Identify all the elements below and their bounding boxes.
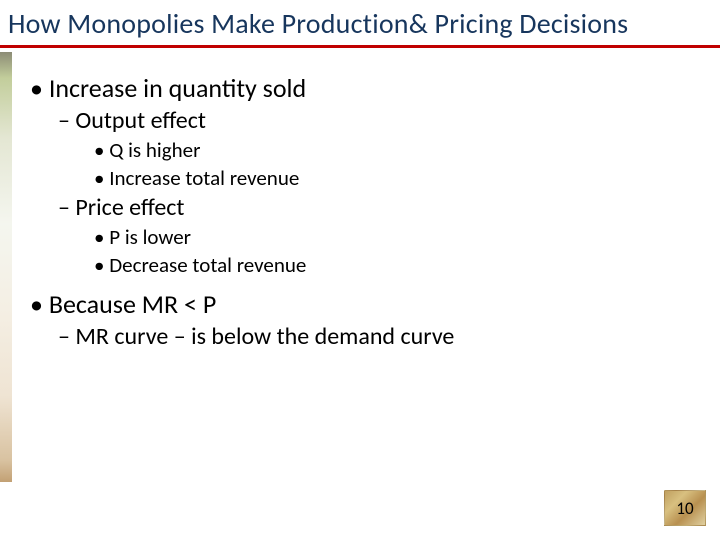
page-number-badge: 10	[664, 490, 706, 526]
decorative-left-edge	[0, 52, 12, 482]
bullet-level3: Increase total revenue	[94, 165, 704, 191]
bullet-level1: Because MR < P	[30, 288, 704, 320]
page-number: 10	[676, 498, 693, 519]
slide-title: How Monopolies Make Production& Pricing …	[0, 0, 720, 48]
bullet-level1: Increase in quantity sold	[30, 72, 704, 104]
bullet-level3: Decrease total revenue	[94, 252, 704, 278]
slide: How Monopolies Make Production& Pricing …	[0, 0, 720, 540]
bullet-level2: Price effect	[58, 193, 704, 222]
slide-content: Increase in quantity sold Output effect …	[24, 62, 704, 353]
bullet-level3: P is lower	[94, 224, 704, 250]
bullet-level2: Output effect	[58, 106, 704, 135]
bullet-level2: MR curve – is below the demand curve	[58, 322, 704, 351]
bullet-level3: Q is higher	[94, 137, 704, 163]
